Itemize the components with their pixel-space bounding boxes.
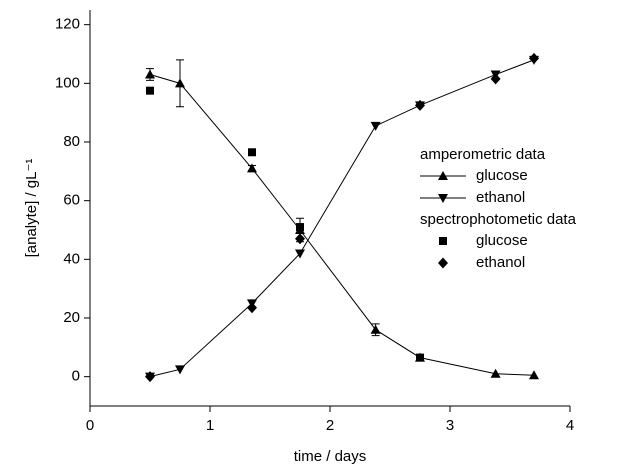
marker xyxy=(295,249,305,259)
legend-label: glucose xyxy=(476,232,528,249)
legend-label: ethanol xyxy=(476,189,525,206)
legend-label: glucose xyxy=(476,167,528,184)
marker xyxy=(296,223,304,232)
x-axis-label: time / days xyxy=(294,448,367,465)
marker xyxy=(490,73,501,85)
marker xyxy=(295,233,305,245)
x-tick-label: 1 xyxy=(206,417,214,434)
y-tick-label: 40 xyxy=(63,250,80,267)
marker xyxy=(146,86,154,95)
marker xyxy=(247,163,257,173)
y-axis-label: [analyte] / gL⁻¹ xyxy=(23,159,40,258)
marker xyxy=(370,324,381,334)
marker xyxy=(490,368,501,378)
marker xyxy=(145,371,155,383)
legend-label: ethanol xyxy=(476,254,525,271)
series-line xyxy=(149,74,535,376)
legend-marker xyxy=(438,257,448,269)
y-tick-label: 120 xyxy=(55,16,80,33)
y-tick-label: 100 xyxy=(55,74,80,91)
marker xyxy=(416,353,424,362)
marker xyxy=(247,302,257,314)
legend-marker xyxy=(438,194,448,203)
legend-title: spectrophotometic data xyxy=(420,211,577,228)
x-tick-label: 3 xyxy=(446,417,454,434)
y-tick-label: 0 xyxy=(72,368,80,385)
legend-marker xyxy=(439,237,447,245)
y-tick-label: 20 xyxy=(63,309,80,326)
marker xyxy=(415,99,425,111)
x-tick-label: 2 xyxy=(326,417,334,434)
marker xyxy=(145,69,155,79)
legend-marker xyxy=(438,171,448,180)
marker xyxy=(248,148,256,157)
x-tick-label: 0 xyxy=(86,417,94,434)
marker xyxy=(529,370,539,380)
marker xyxy=(529,52,539,64)
series-line xyxy=(149,59,535,378)
x-tick-label: 4 xyxy=(566,417,574,434)
marker xyxy=(370,121,381,131)
legend-title: amperometric data xyxy=(420,146,546,163)
y-tick-label: 80 xyxy=(63,133,80,150)
marker xyxy=(175,365,185,375)
y-tick-label: 60 xyxy=(63,192,80,209)
marker xyxy=(175,78,185,88)
